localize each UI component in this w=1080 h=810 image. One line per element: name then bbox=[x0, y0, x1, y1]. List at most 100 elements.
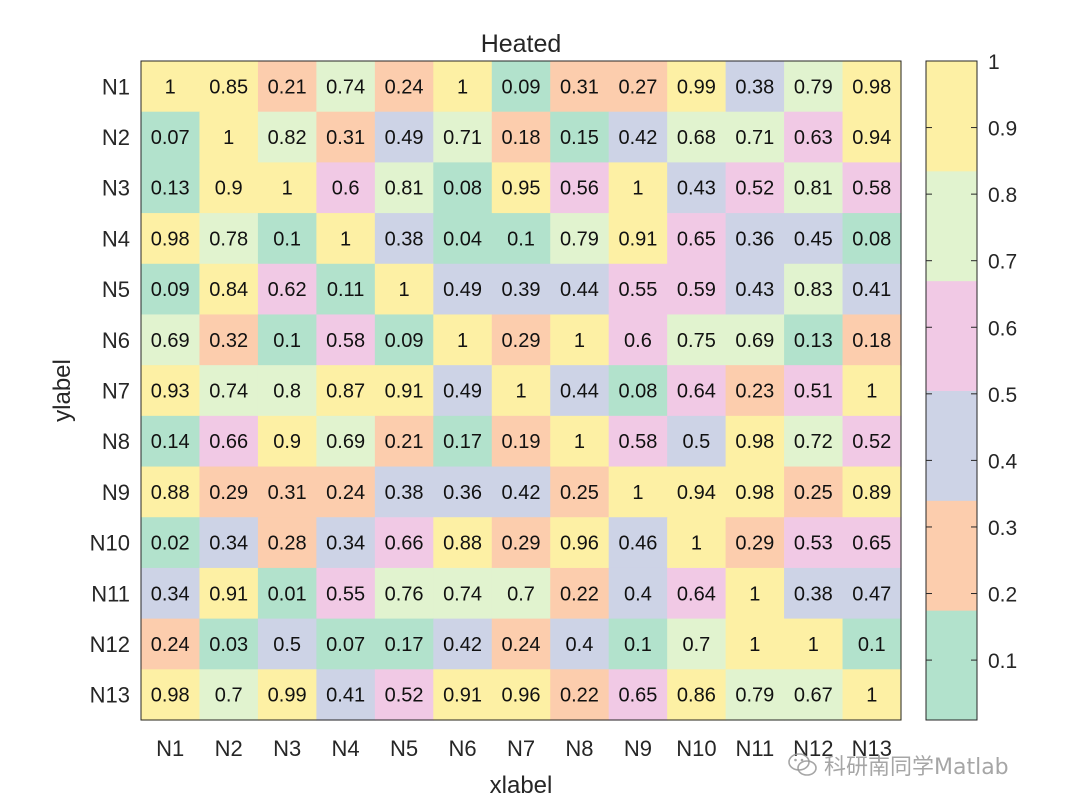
cell-value-label: 0.85 bbox=[209, 76, 248, 98]
cell-value-label: 0.36 bbox=[735, 228, 774, 250]
colorbar-tick-label: 0.6 bbox=[988, 317, 1017, 340]
heatmap-cell bbox=[491, 618, 551, 670]
cell-value-label: 0.47 bbox=[852, 583, 891, 605]
cell-value-label: 0.27 bbox=[618, 76, 657, 98]
heatmap-cell bbox=[667, 213, 727, 265]
y-tick-label: N1 bbox=[102, 74, 130, 99]
cell-value-label: 0.08 bbox=[618, 381, 657, 403]
heatmap-cell bbox=[784, 162, 844, 214]
cell-value-label: 0.42 bbox=[502, 482, 541, 504]
cell-value-label: 0.02 bbox=[151, 533, 190, 555]
cell-value-label: 0.79 bbox=[794, 76, 833, 98]
cell-value-label: 1 bbox=[574, 431, 585, 453]
cell-value-label: 0.58 bbox=[852, 178, 891, 200]
cell-value-label: 0.31 bbox=[560, 76, 599, 98]
cell-value-label: 1 bbox=[866, 685, 877, 707]
cell-value-label: 0.31 bbox=[326, 127, 365, 149]
colorbar-tick-label: 0.3 bbox=[988, 517, 1017, 540]
cell-value-label: 0.83 bbox=[794, 279, 833, 301]
heatmap-cell bbox=[491, 415, 551, 468]
heatmap-cell bbox=[725, 111, 785, 163]
heatmap-cell bbox=[784, 314, 844, 366]
heatmap-cell bbox=[725, 466, 785, 518]
cell-value-label: 0.71 bbox=[735, 127, 774, 149]
heatmap-cell bbox=[257, 669, 317, 721]
heatmap-cell bbox=[667, 263, 727, 316]
cell-value-label: 0.91 bbox=[443, 685, 482, 707]
heatmap-cell bbox=[199, 365, 259, 417]
y-tick-label: N10 bbox=[90, 531, 130, 556]
colorbar-tick-label: 0.4 bbox=[988, 450, 1018, 473]
cell-value-label: 0.1 bbox=[624, 634, 652, 656]
heatmap-cell bbox=[141, 111, 201, 163]
y-tick-label: N5 bbox=[102, 277, 130, 302]
heatmap-cell bbox=[374, 415, 434, 468]
cell-value-label: 0.52 bbox=[852, 431, 891, 453]
heatmap-cell bbox=[433, 61, 493, 113]
heatmap-cell bbox=[725, 263, 785, 316]
heatmap-cell bbox=[199, 314, 259, 366]
cell-value-label: 0.59 bbox=[677, 279, 716, 301]
cell-value-label: 0.87 bbox=[326, 381, 365, 403]
heatmap-cell bbox=[374, 365, 434, 417]
heatmap-cell bbox=[316, 517, 376, 569]
heatmap-cell bbox=[141, 415, 201, 468]
watermark: 科研南同学Matlab bbox=[788, 748, 1009, 782]
y-axis-label: ylabel bbox=[49, 359, 76, 422]
cell-value-label: 0.44 bbox=[560, 279, 599, 301]
heatmap-cell bbox=[257, 618, 317, 670]
heatmap-cell bbox=[199, 618, 259, 670]
cell-value-label: 0.42 bbox=[618, 127, 657, 149]
heatmap-cell bbox=[842, 213, 902, 265]
cell-value-label: 1 bbox=[399, 279, 410, 301]
cell-value-label: 0.49 bbox=[443, 279, 482, 301]
cell-value-label: 0.03 bbox=[209, 634, 248, 656]
wechat-icon bbox=[788, 753, 817, 776]
cell-value-label: 0.82 bbox=[268, 127, 307, 149]
heatmap-cell bbox=[784, 618, 844, 670]
heatmap-cell bbox=[725, 162, 785, 214]
colorbar-segment bbox=[926, 610, 977, 721]
x-tick-labels: N1 N2 N3 N4 N5 N6 N7 N8 N9 N10 N11 N12 N13 bbox=[156, 736, 892, 761]
heatmap-cell bbox=[491, 111, 551, 163]
y-tick-label: N11 bbox=[91, 581, 130, 606]
cell-value-label: 0.43 bbox=[735, 279, 774, 301]
cell-value-label: 0.91 bbox=[385, 381, 424, 403]
heatmap-cell bbox=[725, 213, 785, 265]
heatmap-cell bbox=[316, 567, 376, 620]
heatmap-cells bbox=[141, 61, 902, 721]
heatmap-cell bbox=[491, 263, 551, 316]
x-tick-label: N5 bbox=[390, 736, 418, 761]
heatmap-cell bbox=[784, 365, 844, 417]
colorbar-tick-label: 0.2 bbox=[988, 584, 1017, 607]
heatmap-cell bbox=[842, 314, 902, 366]
cell-value-label: 0.67 bbox=[794, 685, 833, 707]
cell-value-label: 0.74 bbox=[326, 76, 365, 98]
x-tick-label: N13 bbox=[852, 736, 892, 761]
heatmap-cell bbox=[550, 618, 610, 670]
heatmap-cell bbox=[608, 162, 668, 214]
cell-value-label: 0.89 bbox=[852, 482, 891, 504]
heatmap-cell bbox=[725, 61, 785, 113]
y-tick-label: N8 bbox=[102, 429, 130, 454]
cell-value-label: 0.5 bbox=[682, 431, 710, 453]
cell-value-label: 1 bbox=[691, 533, 702, 555]
heatmap-cell bbox=[842, 567, 902, 620]
cell-value-label: 0.64 bbox=[677, 381, 716, 403]
cell-value-label: 0.76 bbox=[385, 583, 424, 605]
cell-value-label: 1 bbox=[749, 583, 760, 605]
cell-value-label: 0.79 bbox=[560, 228, 599, 250]
cell-value-label: 0.96 bbox=[502, 685, 541, 707]
heatmap-cell bbox=[433, 466, 493, 518]
heatmap-cell bbox=[608, 567, 668, 620]
plot-frame bbox=[140, 60, 902, 721]
heatmap-cell bbox=[374, 466, 434, 518]
heatmap-cell bbox=[842, 669, 902, 721]
cell-value-label: 0.94 bbox=[677, 482, 716, 504]
cell-value-label: 0.38 bbox=[385, 482, 424, 504]
cell-value-label: 0.56 bbox=[560, 178, 599, 200]
cell-value-label: 0.18 bbox=[502, 127, 541, 149]
heatmap-cell bbox=[550, 111, 610, 163]
y-tick-label: N2 bbox=[102, 125, 130, 150]
cell-value-label: 0.94 bbox=[852, 127, 891, 149]
